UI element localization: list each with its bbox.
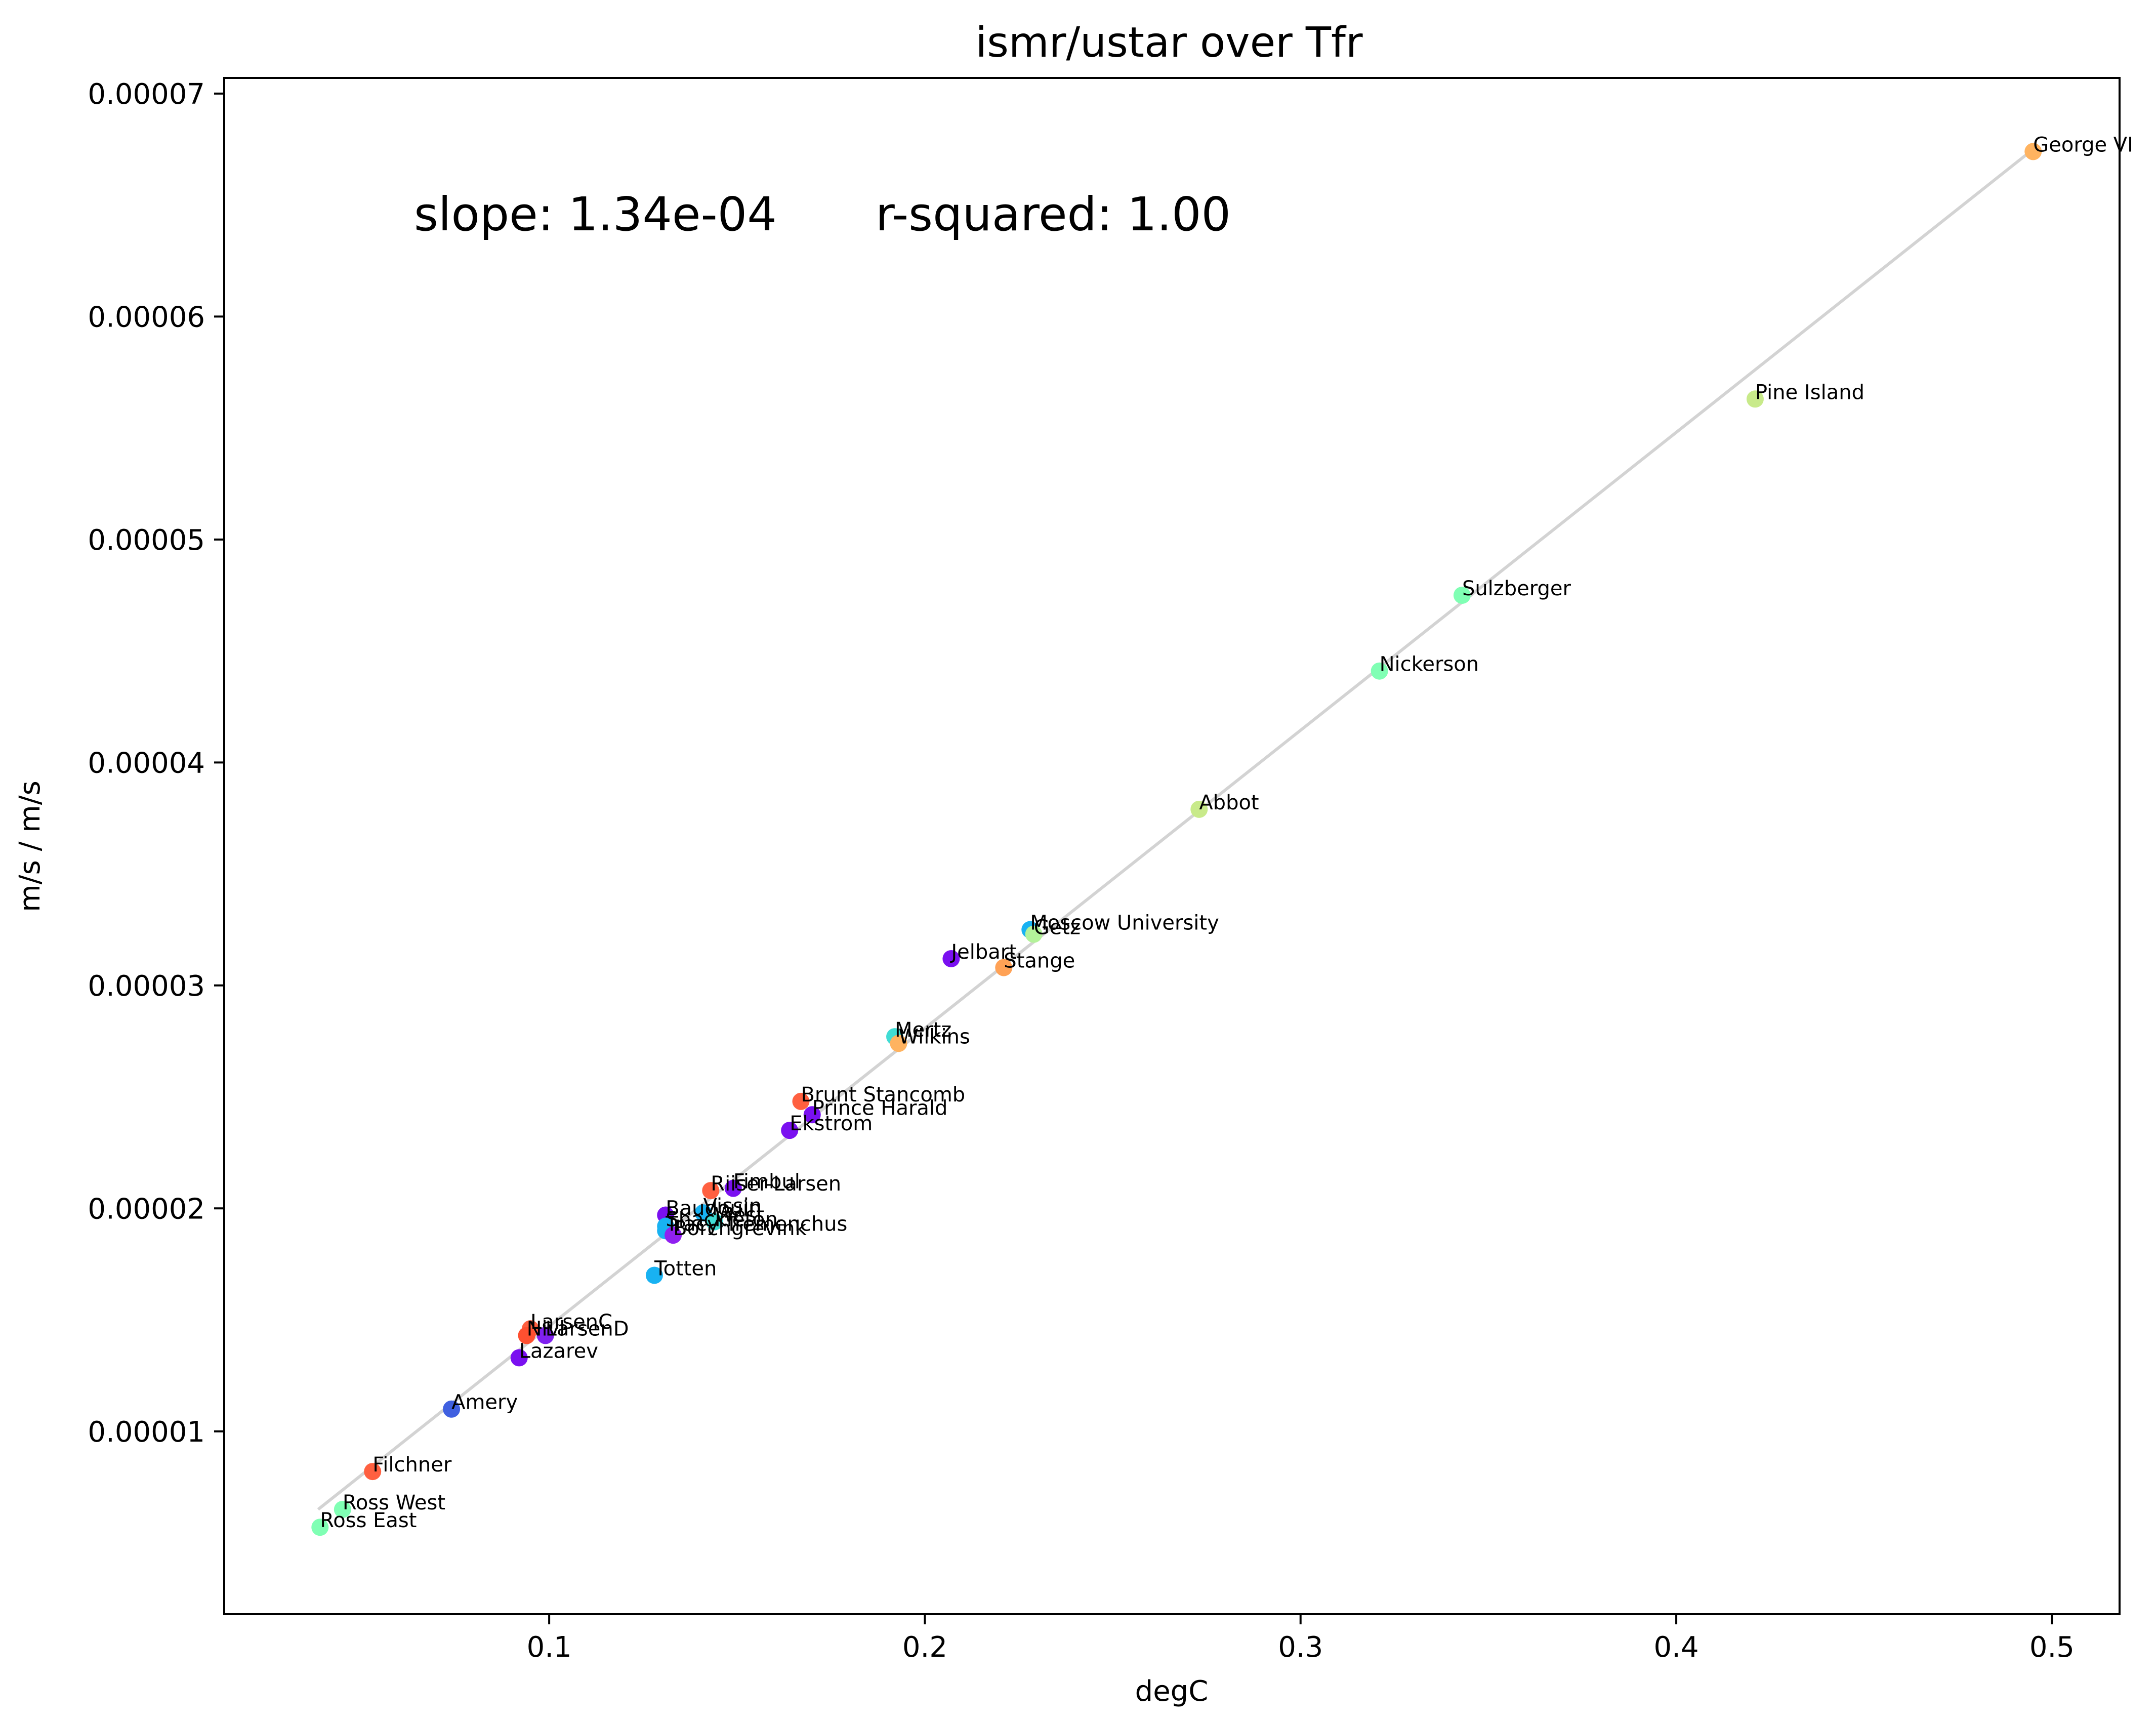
point-label: Prince Harald: [812, 1096, 948, 1120]
x-tick-label: 0.4: [1654, 1631, 1699, 1664]
x-tick-label: 0.2: [902, 1631, 947, 1664]
point-label: Mertz: [895, 1018, 951, 1042]
point-label: Tracy Tremenchus: [665, 1212, 847, 1236]
data-point: [781, 1122, 799, 1139]
point-label: Amery: [451, 1391, 518, 1414]
plot-area: George VI Pine Island Sulzberger Nickerson A…: [223, 77, 2133, 1615]
data-point: [645, 1266, 663, 1284]
chart-title: ismr/ustar over Tfr: [975, 19, 1362, 67]
point-label: Shackleton: [666, 1208, 778, 1232]
data-point: [803, 1106, 821, 1124]
data-point: [518, 1327, 535, 1344]
point-label: Getz: [1034, 916, 1081, 939]
data-point: [724, 1179, 742, 1197]
data-point: [702, 1182, 720, 1200]
point-label: Stange: [1004, 950, 1075, 973]
x-axis: 0.1 0.2 0.3 0.4 0.5: [527, 1614, 2075, 1664]
data-point: [995, 959, 1013, 976]
y-tick-label: 0.00002: [88, 1193, 205, 1225]
y-tick-label: 0.00007: [88, 78, 205, 111]
y-tick-label: 0.00001: [88, 1416, 205, 1449]
point-label: LarsenC: [530, 1311, 612, 1334]
data-point: [510, 1349, 528, 1367]
data-point: [311, 1519, 329, 1536]
fit-annotation: slope: 1.34e-04 r-squared: 1.00: [414, 187, 1231, 241]
data-point: [364, 1463, 382, 1481]
rsquared-annotation: r-squared: 1.00: [876, 187, 1231, 241]
point-label: Nickerson: [1380, 653, 1479, 676]
point-label: Filchner: [372, 1453, 452, 1477]
data-point: [706, 1213, 723, 1231]
points-layer: [311, 143, 2042, 1536]
point-label: Brunt Stancomb: [801, 1083, 965, 1107]
slope-annotation: slope: 1.34e-04: [414, 187, 777, 241]
plot-frame: [223, 77, 2121, 1615]
fit-line: [317, 148, 2035, 1511]
point-label: LarsenD: [546, 1317, 629, 1340]
data-point: [665, 1226, 682, 1244]
data-point: [536, 1327, 554, 1344]
point-label: Moscow University: [1030, 912, 1219, 935]
point-label: Lazarev: [519, 1339, 598, 1363]
x-tick-label: 0.3: [1278, 1631, 1323, 1664]
point-label: Fimbul: [733, 1170, 800, 1194]
point-label: Wilkins: [898, 1025, 970, 1048]
data-point: [1371, 662, 1388, 680]
data-point: [942, 950, 960, 967]
point-label: Baudouin: [666, 1197, 761, 1220]
fit-line-layer: [317, 148, 2035, 1511]
y-axis-label: m/s / m/s: [14, 781, 47, 912]
x-tick-label: 0.5: [2029, 1631, 2075, 1664]
point-label: Riiser-Larsen: [711, 1172, 841, 1196]
data-point: [890, 1035, 907, 1052]
point-label: Abbot: [1199, 791, 1259, 814]
point-label: George VI: [2033, 133, 2133, 156]
data-point: [334, 1500, 351, 1518]
point-label: Ross East: [320, 1509, 417, 1532]
y-tick-label: 0.00005: [88, 524, 205, 557]
point-label: Nivl: [527, 1317, 565, 1340]
point-label: Ross West: [343, 1491, 445, 1514]
data-point: [443, 1400, 461, 1418]
plot-background: [224, 78, 2120, 1614]
point-label: Jelbart: [949, 940, 1017, 964]
point-label: Vissin: [703, 1195, 762, 1218]
point-label: Totten: [654, 1257, 717, 1280]
y-tick-label: 0.00004: [88, 747, 205, 780]
point-label: West: [715, 1204, 764, 1227]
y-tick-label: 0.00006: [88, 301, 205, 334]
point-label: Borchgrevink: [673, 1217, 807, 1240]
data-point: [1025, 925, 1043, 943]
data-point: [1746, 390, 1764, 408]
y-tick-label: 0.00003: [88, 970, 205, 1003]
point-label: Sulzberger: [1462, 577, 1571, 600]
data-point: [2024, 143, 2042, 160]
point-labels-layer: George VI Pine Island Sulzberger Nickerson A…: [320, 133, 2133, 1532]
x-tick-label: 0.1: [527, 1631, 572, 1664]
point-label: Ekstrom: [790, 1112, 873, 1135]
data-point: [792, 1092, 810, 1110]
data-point: [1190, 800, 1208, 818]
x-axis-label: degC: [1135, 1675, 1209, 1708]
point-label: Pine Island: [1755, 381, 1864, 404]
y-axis: 0.00001 0.00002 0.00003 0.00004 0.00005 0.000…: [88, 78, 224, 1449]
data-point: [1453, 586, 1471, 604]
